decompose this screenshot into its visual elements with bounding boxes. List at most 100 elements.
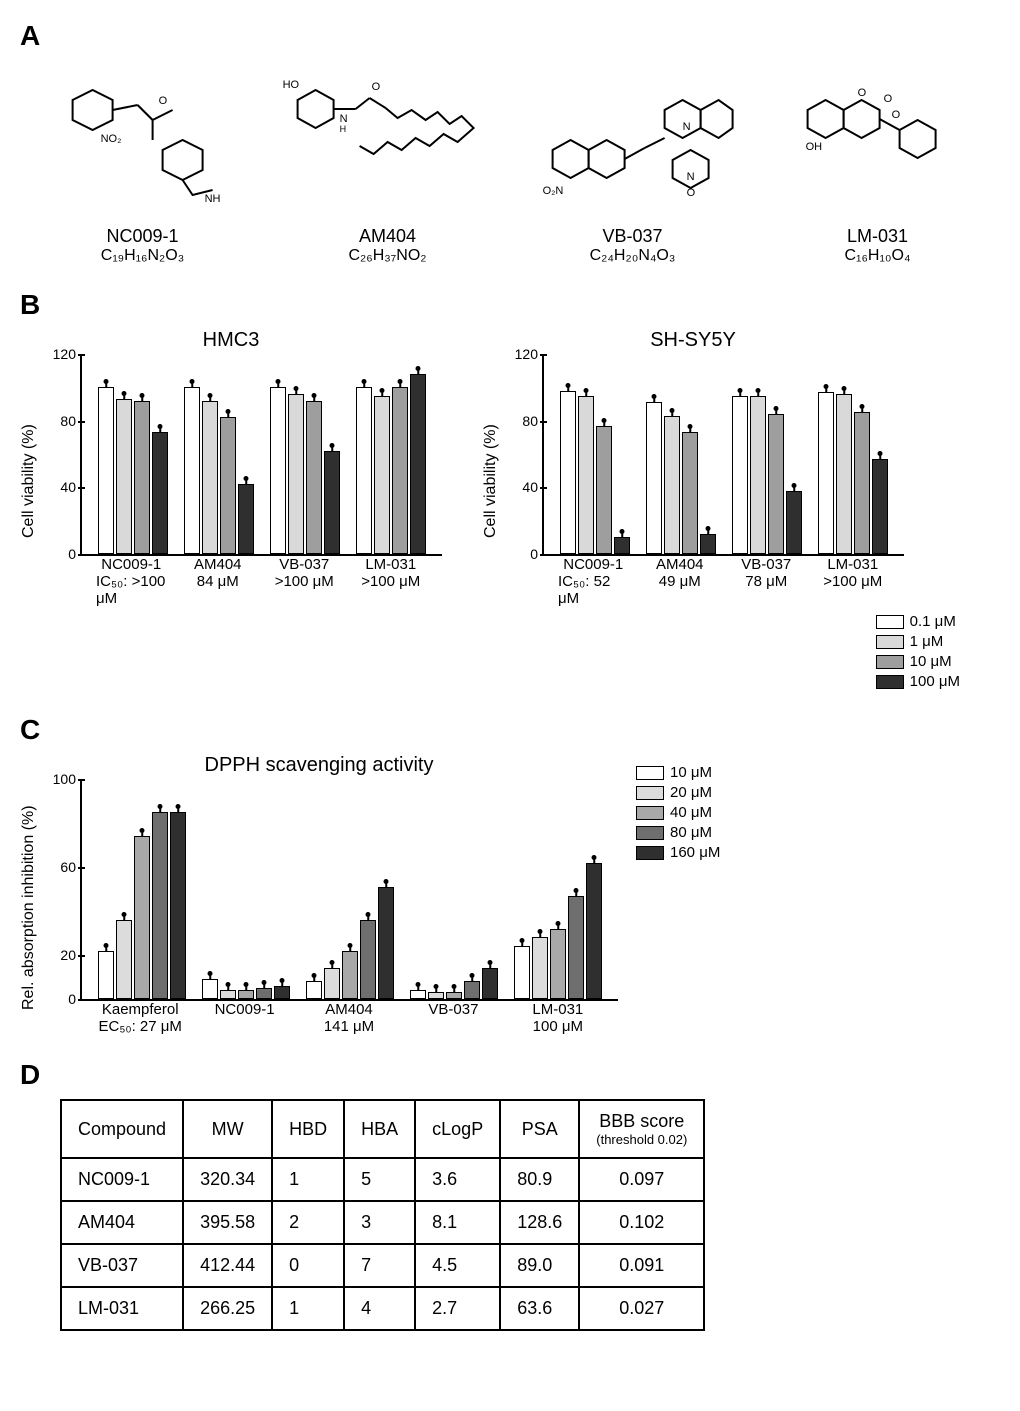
x-group-label: NC009-1 — [558, 556, 629, 573]
bar — [184, 387, 200, 554]
ec50-label: EC₅₀: 27 μM — [96, 1018, 184, 1035]
bar — [98, 387, 114, 554]
ic50-label: 78 μM — [731, 573, 802, 607]
bar — [152, 812, 168, 999]
bar — [464, 981, 480, 999]
panel-a: A NO₂ NH O NC009-1 C₁₉H₁₆N₂O₃ — [20, 20, 1000, 265]
table-header: BBB score(threshold 0.02) — [579, 1100, 704, 1158]
table-cell: 80.9 — [500, 1158, 579, 1201]
table-row: AM404395.58238.1128.60.102 — [61, 1201, 704, 1244]
table-cell: 2 — [272, 1201, 344, 1244]
bar — [220, 990, 236, 999]
table-cell: 0.091 — [579, 1244, 704, 1287]
x-group-label: VB-037 — [731, 556, 802, 573]
chart: SH-SY5YCell viability (%)04080120NC009-1… — [482, 329, 904, 607]
panel-c-label: C — [20, 714, 1000, 746]
legend-swatch — [636, 806, 664, 820]
table-cell: 266.25 — [183, 1287, 272, 1330]
legend-label: 10 μM — [910, 653, 952, 670]
properties-table: CompoundMWHBDHBAcLogPPSABBB score(thresh… — [60, 1099, 705, 1331]
molecule-icon: O O O OH — [760, 60, 995, 220]
bar — [614, 537, 630, 554]
bar — [324, 451, 340, 554]
x-group-label: NC009-1 — [200, 1001, 288, 1018]
x-group-label: Kaempferol — [96, 1001, 184, 1018]
bar — [306, 981, 322, 999]
bar — [818, 392, 834, 554]
x-group-label: VB-037 — [409, 1001, 497, 1018]
table-row: LM-031266.25142.763.60.027 — [61, 1287, 704, 1330]
ic50-label: >100 μM — [356, 573, 427, 607]
svg-text:O: O — [372, 81, 381, 93]
panel-d-label: D — [20, 1059, 1000, 1091]
svg-text:NH: NH — [205, 193, 221, 205]
svg-text:O₂N: O₂N — [543, 185, 564, 197]
legend-swatch — [876, 655, 904, 669]
y-tick: 80 — [42, 413, 76, 429]
bar — [360, 920, 376, 999]
table-cell: 4 — [344, 1287, 415, 1330]
ec50-label — [200, 1018, 288, 1035]
bar — [682, 432, 698, 554]
compound-name: LM-031 — [847, 226, 908, 247]
table-cell: 7 — [344, 1244, 415, 1287]
ic50-label: >100 μM — [818, 573, 889, 607]
compound-formula: C₁₉H₁₆N₂O₃ — [101, 247, 184, 265]
compound-formula: C₂₄H₂₀N₄O₃ — [590, 247, 676, 265]
y-tick: 120 — [504, 346, 538, 362]
y-tick: 80 — [504, 413, 538, 429]
compound-name: VB-037 — [602, 226, 662, 247]
chart: HMC3Cell viability (%)04080120NC009-1AM4… — [20, 329, 442, 607]
chart-title: SH-SY5Y — [650, 329, 736, 352]
table-cell: 395.58 — [183, 1201, 272, 1244]
ic50-label: 49 μM — [645, 573, 716, 607]
structure-am404: HO NH O AM404 C₂₆H₃₇NO₂ — [270, 60, 505, 265]
legend-item: 20 μM — [636, 784, 720, 801]
ic50-label: >100 μM — [269, 573, 340, 607]
legend-swatch — [876, 615, 904, 629]
bar — [342, 951, 358, 999]
bar — [646, 402, 662, 554]
legend-item: 160 μM — [636, 844, 720, 861]
bar — [664, 416, 680, 554]
table-cell: 3 — [344, 1201, 415, 1244]
compound-formula: C₁₆H₁₀O₄ — [845, 247, 911, 265]
bar — [836, 394, 852, 554]
compound-formula: C₂₆H₃₇NO₂ — [349, 247, 427, 265]
legend-item: 80 μM — [636, 824, 720, 841]
table-cell: 2.7 — [415, 1287, 500, 1330]
bar — [568, 896, 584, 999]
bar — [410, 374, 426, 554]
table-cell: LM-031 — [61, 1287, 183, 1330]
svg-text:O: O — [687, 187, 696, 199]
legend-item: 10 μM — [636, 764, 720, 781]
y-axis-label: Cell viability (%) — [482, 356, 500, 607]
legend-label: 160 μM — [670, 844, 720, 861]
svg-text:NO₂: NO₂ — [101, 133, 122, 145]
bar — [392, 387, 408, 554]
legend-swatch — [876, 675, 904, 689]
table-cell: 320.34 — [183, 1158, 272, 1201]
x-group-label: VB-037 — [269, 556, 340, 573]
legend-label: 1 μM — [910, 633, 944, 650]
structure-lm031: O O O OH LM-031 C₁₆H₁₀O₄ — [760, 60, 995, 265]
legend-swatch — [876, 635, 904, 649]
table-cell: 128.6 — [500, 1201, 579, 1244]
svg-text:N: N — [683, 121, 691, 133]
panel-b: B HMC3Cell viability (%)04080120NC009-1A… — [20, 289, 1000, 690]
bar — [578, 396, 594, 554]
svg-text:O: O — [858, 87, 867, 99]
bar — [446, 992, 462, 999]
bar — [356, 387, 372, 554]
bar — [134, 836, 150, 999]
ic50-label: IC₅₀: >100 μM — [96, 573, 167, 607]
x-group-label: AM404 — [645, 556, 716, 573]
table-header: cLogP — [415, 1100, 500, 1158]
legend-item: 10 μM — [876, 653, 960, 670]
table-header: HBA — [344, 1100, 415, 1158]
table-cell: AM404 — [61, 1201, 183, 1244]
bar — [238, 484, 254, 554]
svg-text:O: O — [884, 93, 893, 105]
y-axis-label: Rel. absorption inhibition (%) — [20, 781, 38, 1035]
chart-title: HMC3 — [203, 329, 260, 352]
